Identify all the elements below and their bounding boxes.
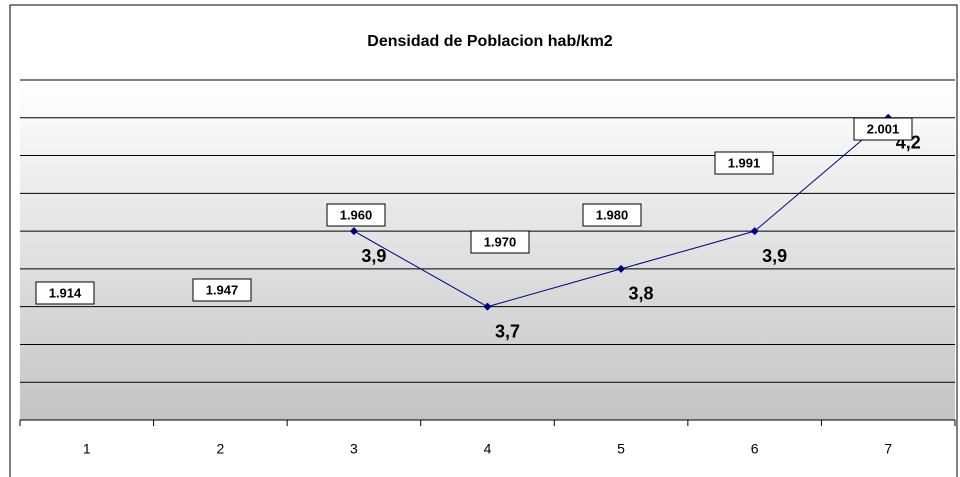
- data-label: 3,8: [629, 284, 654, 304]
- year-label: 1.991: [728, 155, 761, 170]
- year-label: 1.970: [484, 234, 517, 249]
- label-box: [326, 203, 386, 227]
- year-label: 1.947: [206, 282, 239, 297]
- year-label: 1.980: [596, 207, 629, 222]
- x-tick-label: 1: [83, 441, 91, 457]
- marker: [349, 227, 358, 236]
- label-box: [714, 151, 774, 175]
- x-tick-label: 4: [484, 441, 492, 457]
- data-label: 3,7: [495, 321, 520, 341]
- label-box: [582, 203, 642, 227]
- year-label: 1.914: [49, 285, 82, 300]
- x-tick-label: 2: [216, 441, 224, 457]
- chart-border: [9, 4, 958, 477]
- label-box: [470, 230, 530, 254]
- marker: [617, 264, 626, 273]
- data-label: 3,9: [361, 246, 386, 266]
- x-tick-label: 6: [751, 441, 759, 457]
- chart-title: Densidad de Poblacion hab/km2: [367, 33, 612, 50]
- year-label: 2.001: [867, 121, 900, 136]
- marker: [483, 302, 492, 311]
- label-box: [192, 278, 252, 302]
- x-tick-label: 5: [617, 441, 625, 457]
- data-label: 3,9: [762, 246, 787, 266]
- label-box: [35, 281, 95, 305]
- marker: [750, 227, 759, 236]
- x-tick-label: 7: [884, 441, 892, 457]
- label-box: [853, 117, 913, 141]
- x-tick-label: 3: [350, 441, 358, 457]
- year-label: 1.960: [340, 207, 373, 222]
